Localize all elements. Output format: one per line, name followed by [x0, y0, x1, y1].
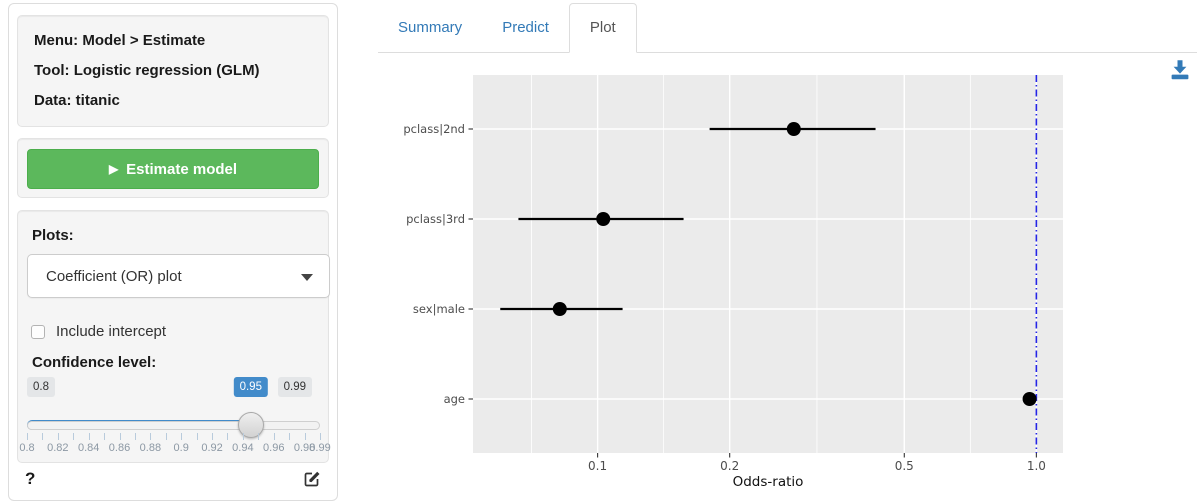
slider-min-badge: 0.8 [27, 377, 55, 397]
play-icon: ▶ [108, 162, 119, 176]
slider-value-badge: 0.95 [233, 377, 268, 397]
or-point [1022, 392, 1037, 406]
estimate-model-button[interactable]: ▶ Estimate model [27, 149, 319, 189]
x-tick-label: 0.2 [720, 459, 739, 473]
tab-plot[interactable]: Plot [568, 3, 637, 53]
download-plot-icon[interactable] [1168, 58, 1194, 84]
x-axis-title: Odds-ratio [733, 474, 804, 490]
y-axis-label: sex|male [413, 302, 465, 316]
coefficient-plot: pclass|2nd pclass|3rd sex|male age 0.1 0.2 0.5… [378, 58, 1198, 498]
plot-type-select[interactable]: Coefficient (OR) plot [27, 254, 330, 298]
action-card: ▶ Estimate model [17, 138, 329, 198]
sidebar: Menu: Model > Estimate Tool: Logistic re… [8, 3, 338, 501]
menu-breadcrumb: Menu: Model > Estimate [34, 32, 206, 49]
plots-label: Plots: [32, 227, 74, 244]
y-axis-label: pclass|2nd [403, 122, 465, 136]
estimate-model-label: Estimate model [126, 160, 238, 178]
edit-report-icon[interactable] [303, 470, 321, 493]
slider-handle[interactable] [237, 412, 264, 438]
x-tick-label: 0.1 [588, 459, 607, 473]
include-intercept-row: Include intercept [31, 323, 166, 340]
include-intercept-label: Include intercept [56, 323, 167, 340]
include-intercept-checkbox[interactable] [31, 324, 45, 339]
or-point [596, 212, 611, 226]
coefficient-plot-svg: pclass|2nd pclass|3rd sex|male age 0.1 0.2 0.5… [403, 75, 1063, 490]
confidence-level-label: Confidence level: [32, 354, 157, 371]
or-point [552, 302, 567, 316]
slider-max-badge: 0.99 [277, 377, 312, 397]
chevron-down-icon [301, 274, 313, 281]
tool-label: Tool: Logistic regression (GLM) [34, 62, 260, 79]
result-tabs: Summary Predict Plot [378, 3, 1197, 53]
x-tick-label: 1.0 [1027, 459, 1046, 473]
sidebar-footer: ? [18, 467, 328, 493]
plot-panel [473, 75, 1063, 453]
or-point [786, 122, 801, 136]
dataset-label: Data: titanic [34, 92, 120, 109]
plot-options-card: Plots: Coefficient (OR) plot Include int… [17, 210, 331, 463]
x-tick-label: 0.5 [895, 459, 914, 473]
plot-type-selected-value: Coefficient (OR) plot [46, 267, 182, 285]
slider-tick-marks [27, 433, 321, 441]
y-axis-label: pclass|3rd [406, 212, 465, 226]
tab-predict[interactable]: Predict [502, 19, 549, 36]
slider-track[interactable] [27, 421, 320, 430]
tab-summary[interactable]: Summary [398, 19, 463, 36]
slider-grid-labels: 0.8 0.82 0.84 0.86 0.88 0.9 0.92 0.94 0.96 0.98 0.… [19, 442, 331, 454]
help-link[interactable]: ? [25, 469, 36, 488]
model-info-card: Menu: Model > Estimate Tool: Logistic re… [17, 15, 329, 127]
y-axis-label: age [444, 392, 465, 406]
confidence-slider: 0.8 0.95 0.99 0.8 0.82 0.84 0.86 0.88 0.9 0.92… [19, 376, 331, 461]
